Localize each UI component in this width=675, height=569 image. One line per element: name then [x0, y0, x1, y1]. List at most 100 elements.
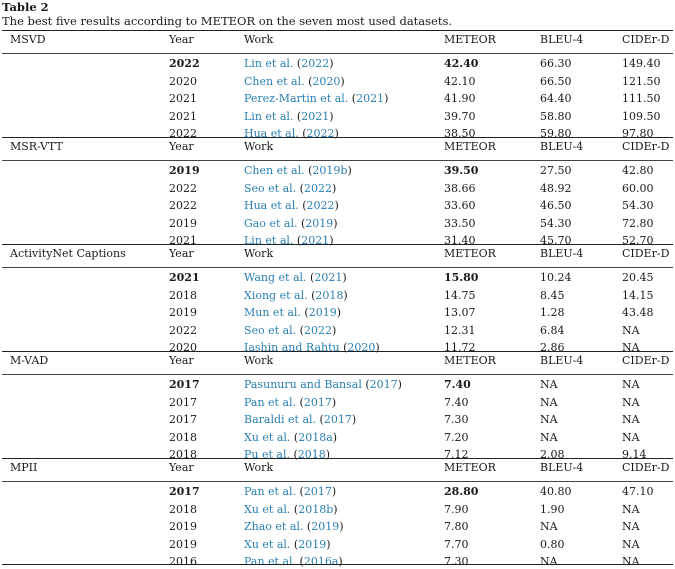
row-cider: 60.00	[622, 181, 654, 195]
citation-year-link[interactable]: 2017	[303, 485, 332, 498]
citation-year-link[interactable]: 2016a	[303, 555, 339, 569]
row-meteor: 7.70	[444, 537, 469, 551]
citation-year-link[interactable]: 2021	[314, 271, 343, 284]
citation-year-link[interactable]: 2019	[308, 306, 337, 320]
citation-author-link[interactable]: Xu et al.	[244, 502, 291, 516]
row-meteor: 7.80	[444, 520, 469, 534]
row-cider: NA	[622, 395, 640, 409]
dataset-name: MSVD	[10, 33, 46, 46]
citation-paren-close: )	[329, 234, 334, 248]
citation-author-link[interactable]: Hua et al.	[244, 127, 299, 141]
citation-author-link[interactable]: Chen et al.	[244, 164, 305, 177]
citation-author-link[interactable]: Baraldi et al.	[244, 413, 317, 427]
citation-author-link[interactable]: Mun et al.	[244, 306, 301, 320]
citation-year-link[interactable]: 2018a	[298, 430, 333, 444]
row-meteor: 7.40	[444, 395, 469, 409]
citation-paren-open: (	[304, 74, 313, 88]
row-bleu4: NA	[540, 520, 558, 534]
row-year: 2019	[169, 537, 197, 551]
header-bleu4: BLEU-4	[540, 461, 584, 474]
header-rule	[2, 267, 673, 268]
citation-author-link[interactable]: Lin et al.	[244, 234, 294, 248]
citation-author-link[interactable]: Chen et al.	[244, 74, 305, 88]
row-cider: NA	[622, 537, 640, 551]
citation-year-link[interactable]: 2017	[369, 378, 398, 391]
citation-author-link[interactable]: Hua et al.	[244, 199, 299, 213]
citation-author-link[interactable]: Seo et al.	[244, 181, 297, 195]
header-rule	[2, 481, 673, 482]
row-work-citation: Seo et al. (2022)	[244, 324, 336, 338]
row-cider: NA	[622, 323, 640, 337]
dataset-name: MSR-VTT	[10, 140, 63, 153]
header-cider: CIDEr-D	[622, 461, 670, 474]
citation-year-link[interactable]: 2022	[303, 181, 332, 195]
citation-year-link[interactable]: 2019	[298, 537, 327, 551]
citation-author-link[interactable]: Lin et al.	[244, 57, 294, 70]
citation-author-link[interactable]: Iashin and Rahtu	[244, 341, 340, 355]
citation-paren-close: )	[334, 199, 339, 213]
citation-paren-open: (	[290, 430, 299, 444]
citation-year-link[interactable]: 2021	[301, 109, 330, 123]
citation-paren-open: (	[290, 502, 299, 516]
row-year: 2021	[169, 109, 197, 123]
citation-year-link[interactable]: 2019	[305, 216, 334, 230]
citation-author-link[interactable]: Xu et al.	[244, 537, 291, 551]
dataset-name: MPII	[10, 461, 38, 474]
citation-author-link[interactable]: Zhao et al.	[244, 520, 304, 534]
citation-paren-close: )	[336, 306, 342, 320]
header-cider: CIDEr-D	[622, 33, 670, 46]
row-work-citation: Seo et al. (2022)	[244, 182, 336, 196]
row-meteor: 7.20	[444, 430, 469, 444]
row-year: 2017	[169, 485, 200, 498]
citation-year-link[interactable]: 2022	[301, 57, 330, 70]
row-cider: 109.50	[622, 109, 661, 123]
citation-year-link[interactable]: 2017	[323, 413, 352, 427]
header-year: Year	[169, 247, 194, 260]
citation-paren-open: (	[296, 181, 304, 195]
citation-year-link[interactable]: 2020	[312, 74, 341, 88]
citation-paren-close: )	[332, 430, 338, 444]
citation-year-link[interactable]: 2022	[306, 127, 335, 141]
citation-year-link[interactable]: 2019b	[312, 164, 348, 177]
citation-author-link[interactable]: Gao et al.	[244, 216, 298, 230]
citation-author-link[interactable]: Perez-Martin et al.	[244, 92, 349, 106]
citation-paren-close: )	[333, 502, 338, 516]
row-year: 2017	[169, 413, 197, 427]
header-year: Year	[169, 33, 194, 46]
row-bleu4: 27.50	[540, 164, 572, 177]
row-bleu4: 40.80	[540, 485, 572, 498]
citation-author-link[interactable]: Wang et al.	[244, 271, 307, 284]
citation-paren-open: (	[289, 448, 298, 462]
row-meteor: 7.90	[444, 502, 469, 516]
citation-author-link[interactable]: Seo et al.	[244, 323, 297, 337]
citation-paren-open: (	[296, 485, 304, 498]
citation-paren-open: (	[339, 341, 348, 355]
citation-year-link[interactable]: 2018b	[298, 502, 334, 516]
citation-author-link[interactable]: Pan et al.	[244, 395, 297, 409]
citation-author-link[interactable]: Pan et al.	[244, 555, 297, 569]
citation-author-link[interactable]: Pu et al.	[244, 448, 290, 462]
citation-year-link[interactable]: 2022	[303, 323, 332, 337]
citation-author-link[interactable]: Xu et al.	[244, 430, 291, 444]
citation-year-link[interactable]: 2018	[315, 288, 344, 302]
row-bleu4: NA	[540, 430, 558, 444]
citation-author-link[interactable]: Pan et al.	[244, 485, 297, 498]
citation-author-link[interactable]: Xiong et al.	[244, 288, 308, 302]
citation-year-link[interactable]: 2020	[347, 341, 376, 355]
citation-year-link[interactable]: 2017	[303, 395, 332, 409]
header-cider: CIDEr-D	[622, 247, 670, 260]
row-meteor: 33.60	[444, 199, 476, 213]
row-bleu4: NA	[540, 555, 558, 569]
citation-year-link[interactable]: 2021	[356, 92, 385, 106]
citation-year-link[interactable]: 2018	[297, 448, 326, 462]
row-bleu4: NA	[540, 413, 558, 427]
citation-author-link[interactable]: Lin et al.	[244, 109, 294, 123]
row-work-citation: Baraldi et al. (2017)	[244, 413, 356, 427]
citation-year-link[interactable]: 2022	[306, 199, 335, 213]
citation-author-link[interactable]: Pasunuru and Bansal	[244, 378, 362, 391]
citation-year-link[interactable]: 2021	[301, 234, 330, 248]
citation-paren-close: )	[333, 216, 338, 230]
citation-year-link[interactable]: 2019	[311, 520, 340, 534]
row-meteor: 7.30	[444, 555, 469, 569]
dataset-name: ActivityNet Captions	[10, 247, 126, 260]
